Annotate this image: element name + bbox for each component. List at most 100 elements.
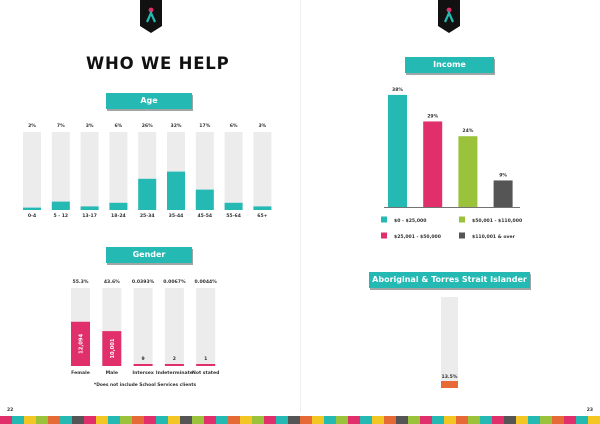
stripe-segment (24, 416, 36, 424)
age-bar (51, 201, 70, 210)
age-percent-label: 2% (28, 123, 36, 129)
stripe-segment (360, 416, 372, 424)
age-category-label: 25-34 (140, 213, 155, 219)
income-bar (423, 121, 443, 207)
stripe-segment (144, 416, 156, 424)
stripe-segment (96, 416, 108, 424)
age-bar (138, 178, 157, 210)
age-category-label: 18-24 (111, 213, 126, 219)
age-percent-label: 7% (57, 123, 65, 129)
stripe-segment (516, 416, 528, 424)
gender-banner: Gender (106, 247, 192, 263)
stripe-segment (252, 416, 264, 424)
age-track (109, 132, 128, 210)
stripe-segment (264, 416, 276, 424)
gender-category-label: Male (106, 370, 118, 376)
income-percent-label: 29% (427, 113, 438, 119)
age-banner: Age (106, 93, 192, 109)
income-bar (388, 94, 407, 207)
stripe-segment (48, 416, 60, 424)
age-bar (23, 207, 41, 210)
gender-bar (133, 364, 153, 366)
right-page-number: 23 (586, 408, 593, 413)
stripe-segment (408, 416, 420, 424)
age-category-label: 45-54 (197, 213, 212, 219)
stripe-segment (312, 416, 324, 424)
gender-count-label: 10,001 (110, 338, 116, 358)
age-track (23, 132, 41, 210)
age-category-label: 55-64 (226, 213, 241, 219)
age-category-label: 65+ (257, 213, 267, 219)
age-track (80, 132, 99, 210)
income-legend-label: $110,001 & over (472, 234, 516, 240)
age-bar (167, 171, 185, 210)
income-bar (458, 136, 478, 207)
gender-category-label: Indeterminate (156, 370, 193, 376)
stripe-segment (180, 416, 192, 424)
right-logo-icon (438, 0, 460, 33)
age-track (51, 132, 70, 210)
stripe-segment (336, 416, 348, 424)
stripe-segment (384, 416, 396, 424)
gender-bar (102, 331, 122, 366)
stripe-segment (444, 416, 456, 424)
age-bar (224, 202, 243, 210)
stripe-segment (276, 416, 288, 424)
stripe-segment (300, 416, 312, 424)
gender-category-label: Female (71, 370, 90, 376)
stripe-segment (552, 416, 564, 424)
atsi-banner: Aboriginal & Torres Strait Islander (369, 272, 530, 288)
income-percent-label: 38% (392, 87, 403, 93)
stripe-segment (564, 416, 576, 424)
income-legend-label: $25,001 - $50,000 (394, 234, 441, 240)
gender-count-label: 9 (141, 356, 144, 362)
stripe-segment (228, 416, 240, 424)
income-percent-label: 9% (499, 172, 507, 178)
gender-category-label: Intersex (132, 370, 153, 376)
stripe-segment (120, 416, 132, 424)
stripe-segment (192, 416, 204, 424)
stripe-segment (72, 416, 84, 424)
stripe-segment (12, 416, 24, 424)
gender-percent-label: 43.6% (104, 279, 120, 285)
income-legend-label: $50,001 - $110,000 (472, 218, 522, 224)
age-track (224, 132, 243, 210)
stripe-segment (456, 416, 468, 424)
gender-percent-label: 0.0044% (195, 279, 218, 285)
atsi-track (441, 297, 458, 388)
age-percent-label: 17% (199, 123, 210, 129)
stripe-segment (204, 416, 216, 424)
age-category-label: 13-17 (82, 213, 97, 219)
age-percent-label: 32% (171, 123, 182, 129)
atsi-percent-label: 13.5% (442, 374, 458, 380)
page-divider (300, 0, 301, 412)
income-bar (493, 180, 513, 207)
stripe-segment (132, 416, 144, 424)
left-logo-icon (140, 0, 162, 33)
age-bar (109, 202, 128, 210)
stripe-segment (468, 416, 480, 424)
age-track (253, 132, 272, 210)
stripe-segment (216, 416, 228, 424)
stripe-segment (84, 416, 96, 424)
stripe-segment (576, 416, 588, 424)
age-percent-label: 26% (142, 123, 153, 129)
gender-percent-label: 55.3% (73, 279, 89, 285)
stripe-segment (480, 416, 492, 424)
age-bar (253, 206, 272, 210)
age-percent-label: 3% (258, 123, 266, 129)
income-legend-label: $0 - $25,000 (394, 218, 426, 224)
gender-bar (164, 364, 184, 366)
age-category-label: 0-4 (28, 213, 36, 219)
stripe-segment (504, 416, 516, 424)
income-percent-label: 24% (462, 128, 473, 134)
stripe-segment (348, 416, 360, 424)
color-stripe (0, 416, 600, 424)
income-legend-swatch (381, 216, 387, 223)
income-legend-swatch (459, 216, 465, 223)
stripe-segment (588, 416, 600, 424)
gender-count-label: 12,094 (79, 333, 85, 353)
income-legend-swatch (381, 232, 387, 239)
gender-percent-label: 0.0393% (132, 279, 155, 285)
